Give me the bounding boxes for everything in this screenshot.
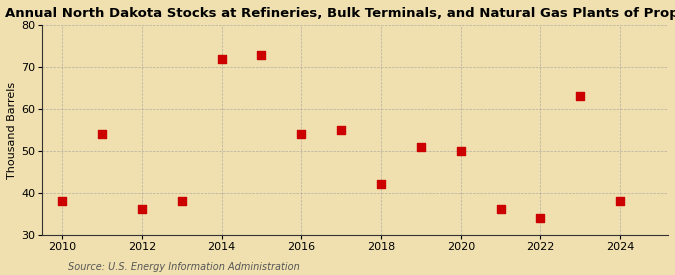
Point (176, 199, 187, 203)
Point (57, 199, 68, 203)
Point (456, 149, 466, 153)
Point (335, 128, 346, 132)
Point (416, 144, 427, 149)
Point (296, 132, 306, 136)
Point (615, 199, 626, 203)
Point (575, 94, 586, 99)
Point (375, 182, 386, 186)
Title: Annual North Dakota Stocks at Refineries, Bulk Terminals, and Natural Gas Plants: Annual North Dakota Stocks at Refineries… (5, 7, 675, 20)
Y-axis label: Thousand Barrels: Thousand Barrels (7, 81, 17, 178)
Point (97, 132, 107, 136)
Point (136, 207, 147, 212)
Point (256, 52, 267, 57)
Point (495, 207, 506, 212)
Text: Source: U.S. Energy Information Administration: Source: U.S. Energy Information Administ… (68, 262, 299, 272)
Point (535, 216, 546, 220)
Point (216, 57, 227, 61)
